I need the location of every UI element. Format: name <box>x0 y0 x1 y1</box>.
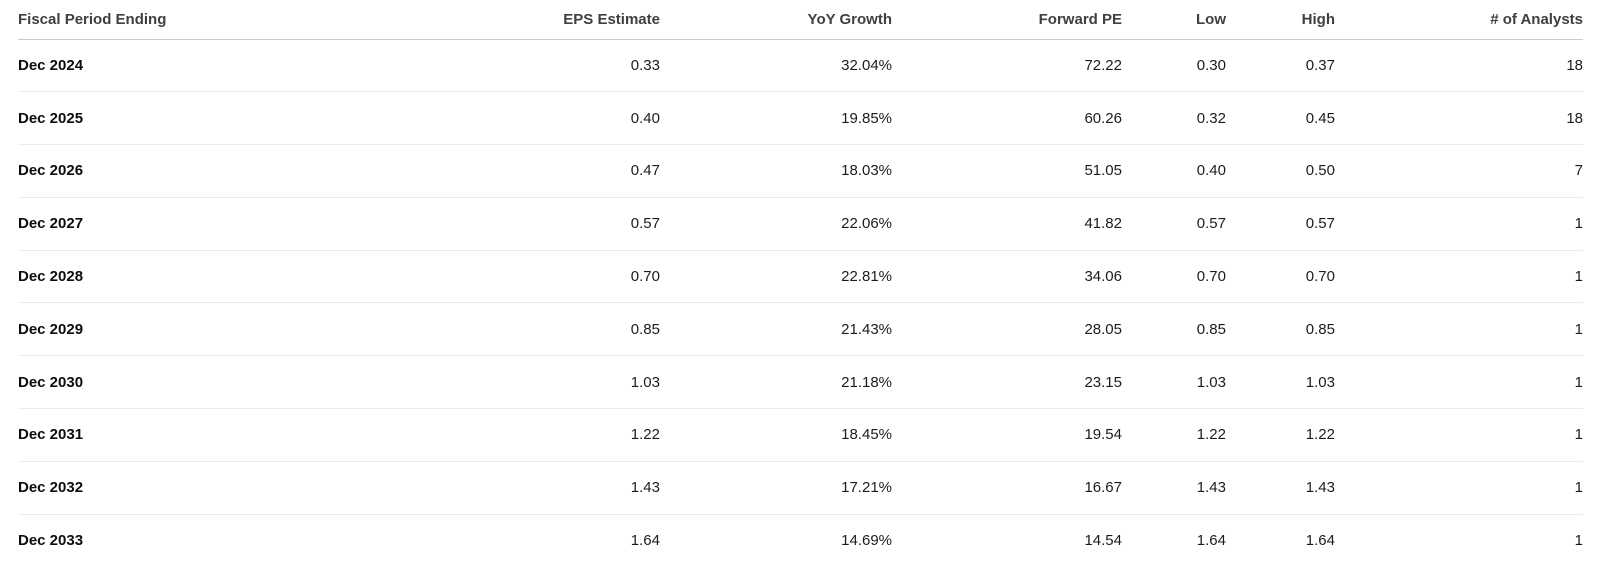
cell-eps-estimate: 0.70 <box>418 249 660 303</box>
table-row: Dec 2027 0.57 22.06% 41.82 0.57 0.57 1 <box>18 196 1583 251</box>
cell-low: 0.40 <box>1122 144 1226 198</box>
cell-yoy-growth: 18.45% <box>660 408 892 462</box>
cell-high: 0.50 <box>1226 144 1335 198</box>
cell-fiscal-period: Dec 2025 <box>18 91 418 145</box>
cell-low: 0.30 <box>1196 56 1226 74</box>
cell-num-analysts: 1 <box>1335 196 1583 251</box>
cell-yoy-growth: 17.21% <box>660 460 892 515</box>
cell-yoy-growth: 18.03% <box>660 144 892 198</box>
cell-forward-pe: 41.82 <box>892 196 1122 251</box>
cell-yoy-growth: 22.81% <box>660 249 892 303</box>
cell-yoy-growth: 32.04% <box>841 56 892 74</box>
cell-low: 1.22 <box>1122 408 1226 462</box>
cell-low: 0.70 <box>1122 249 1226 303</box>
cell-yoy-growth: 22.06% <box>660 196 892 251</box>
table-row: Dec 2030 1.03 21.18% 23.15 1.03 1.03 1 <box>18 355 1583 409</box>
cell-forward-pe: 72.22 <box>1084 56 1122 74</box>
table-row: Dec 2025 0.40 19.85% 60.26 0.32 0.45 18 <box>18 91 1583 145</box>
cell-num-analysts: 7 <box>1335 144 1583 198</box>
cell-forward-pe: 14.54 <box>892 513 1122 567</box>
cell-eps-estimate: 0.57 <box>418 196 660 251</box>
column-header-fiscal-period-ending: Fiscal Period Ending <box>18 0 418 40</box>
cell-eps-estimate: 0.47 <box>418 144 660 198</box>
cell-yoy-growth: 21.18% <box>660 355 892 409</box>
cell-low: 1.43 <box>1122 460 1226 515</box>
cell-high: 1.22 <box>1226 408 1335 462</box>
cell-num-analysts: 18 <box>1335 91 1583 145</box>
cell-num-analysts: 1 <box>1335 460 1583 515</box>
table-row: Dec 2026 0.47 18.03% 51.05 0.40 0.50 7 <box>18 144 1583 198</box>
cell-high: 1.64 <box>1226 513 1335 567</box>
cell-yoy-growth: 21.43% <box>660 302 892 356</box>
cell-high: 0.85 <box>1226 302 1335 356</box>
table-header: Fiscal Period Ending EPS Estimate YoY Gr… <box>18 0 1583 40</box>
cell-yoy-growth: 14.69% <box>660 513 892 567</box>
cell-forward-pe: 23.15 <box>892 355 1122 409</box>
eps-estimates-table: Fiscal Period Ending EPS Estimate YoY Gr… <box>18 0 1583 567</box>
table-row: Dec 2032 1.43 17.21% 16.67 1.43 1.43 1 <box>18 460 1583 515</box>
column-header-eps-estimate: EPS Estimate <box>418 0 660 40</box>
table-row: Dec 2029 0.85 21.43% 28.05 0.85 0.85 1 <box>18 302 1583 356</box>
cell-forward-pe: 34.06 <box>892 249 1122 303</box>
cell-num-analysts: 1 <box>1335 408 1583 462</box>
cell-fiscal-period: Dec 2029 <box>18 302 418 356</box>
cell-num-analysts: 18 <box>1566 56 1583 74</box>
cell-eps-estimate: 1.64 <box>418 513 660 567</box>
cell-forward-pe: 19.54 <box>892 408 1122 462</box>
cell-fiscal-period: Dec 2031 <box>18 408 418 462</box>
column-header-low: Low <box>1122 0 1226 40</box>
cell-low: 1.03 <box>1122 355 1226 409</box>
column-header-forward-pe: Forward PE <box>892 0 1122 40</box>
cell-high: 0.45 <box>1226 91 1335 145</box>
cell-fiscal-period: Dec 2027 <box>18 196 418 251</box>
table-row: Dec 2028 0.70 22.81% 34.06 0.70 0.70 1 <box>18 249 1583 303</box>
cell-low: 1.64 <box>1122 513 1226 567</box>
table-row: Dec 2031 1.22 18.45% 19.54 1.22 1.22 1 <box>18 408 1583 462</box>
cell-low: 0.57 <box>1122 196 1226 251</box>
cell-fiscal-period: Dec 2030 <box>18 355 418 409</box>
column-header-num-analysts: # of Analysts <box>1335 0 1583 40</box>
table-row: Dec 2033 1.64 14.69% 14.54 1.64 1.64 1 <box>18 513 1583 567</box>
cell-fiscal-period: Dec 2033 <box>18 513 418 567</box>
cell-eps-estimate: 0.33 <box>630 56 660 74</box>
cell-fiscal-period: Dec 2028 <box>18 249 418 303</box>
cell-yoy-growth: 19.85% <box>660 91 892 145</box>
cell-eps-estimate: 0.40 <box>418 91 660 145</box>
cell-fiscal-period: Dec 2032 <box>18 460 418 515</box>
cell-high: 1.43 <box>1226 460 1335 515</box>
table-row: Dec 2024 0.33 32.04% 72.22 0.30 0.37 18 <box>18 39 1583 92</box>
cell-eps-estimate: 1.03 <box>418 355 660 409</box>
cell-forward-pe: 51.05 <box>892 144 1122 198</box>
cell-fiscal-period: Dec 2024 <box>18 56 84 74</box>
cell-forward-pe: 28.05 <box>892 302 1122 356</box>
cell-eps-estimate: 1.22 <box>418 408 660 462</box>
cell-num-analysts: 1 <box>1335 249 1583 303</box>
cell-forward-pe: 16.67 <box>892 460 1122 515</box>
cell-low: 0.85 <box>1122 302 1226 356</box>
column-header-yoy-growth: YoY Growth <box>660 0 892 40</box>
cell-high: 1.03 <box>1226 355 1335 409</box>
cell-eps-estimate: 0.85 <box>418 302 660 356</box>
cell-eps-estimate: 1.43 <box>418 460 660 515</box>
cell-low: 0.32 <box>1122 91 1226 145</box>
table-body: Dec 2024 0.33 32.04% 72.22 0.30 0.37 18 Dec 202… <box>18 39 1583 567</box>
cell-forward-pe: 60.26 <box>892 91 1122 145</box>
cell-high: 0.57 <box>1226 196 1335 251</box>
cell-high: 0.37 <box>1305 56 1335 74</box>
cell-num-analysts: 1 <box>1335 355 1583 409</box>
cell-high: 0.70 <box>1226 249 1335 303</box>
header-row: Fiscal Period Ending EPS Estimate YoY Gr… <box>18 0 1583 40</box>
cell-fiscal-period: Dec 2026 <box>18 144 418 198</box>
cell-num-analysts: 1 <box>1335 302 1583 356</box>
cell-num-analysts: 1 <box>1335 513 1583 567</box>
column-header-high: High <box>1226 0 1335 40</box>
